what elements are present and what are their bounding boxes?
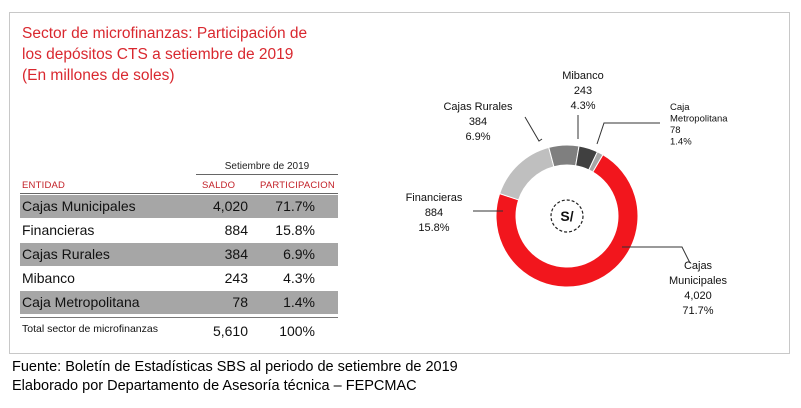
slice-label: 884 <box>425 207 443 219</box>
table-body: Cajas Municipales 4,020 71.7% Financiera… <box>20 195 338 342</box>
footer-credit: Elaborado por Departamento de Asesoría t… <box>12 378 417 394</box>
slice-label: Mibanco <box>562 70 604 82</box>
slice-label: 15.8% <box>418 222 449 234</box>
table-row: Caja Metropolitana 78 1.4% <box>20 291 338 315</box>
figure-frame: Sector de microfinanzas: Participación d… <box>9 12 790 354</box>
center-currency-circle <box>550 199 584 233</box>
header-entity: ENTIDAD <box>22 180 66 191</box>
cell-share: 4.3% <box>283 270 315 286</box>
donut-slice-0 <box>495 154 639 288</box>
header-balance: SALDO <box>202 180 236 191</box>
cell-balance: 4,020 <box>212 198 248 214</box>
donut-slice-1 <box>498 146 555 201</box>
title-line-2: los depósitos CTS a setiembre de 2019 <box>22 46 294 63</box>
center-currency-symbol: S/ <box>560 208 573 224</box>
slice-label: 243 <box>574 85 592 97</box>
leader-line <box>524 116 543 142</box>
leader-line <box>622 246 691 264</box>
table-period: Setiembre de 2019 <box>196 161 338 175</box>
table-row: Cajas Rurales 384 6.9% <box>20 243 338 267</box>
slice-label: 6.9% <box>465 131 490 143</box>
slice-label: 4.3% <box>570 100 595 112</box>
slice-label: 71.7% <box>682 305 713 317</box>
cell-entity: Total sector de microfinanzas <box>22 323 158 335</box>
cell-entity: Caja Metropolitana <box>22 294 140 310</box>
leader-line <box>596 122 660 145</box>
table-row: Mibanco 243 4.3% <box>20 267 338 291</box>
slice-label: Cajas <box>684 260 713 272</box>
chart-title: Sector de microfinanzas: Participación d… <box>22 23 342 86</box>
cell-balance: 384 <box>224 246 248 262</box>
cell-balance: 5,610 <box>212 323 248 339</box>
donut-slice-4 <box>588 151 604 173</box>
slice-label: 78 <box>670 125 681 136</box>
cell-share: 100% <box>279 323 315 339</box>
cell-balance: 884 <box>224 222 248 238</box>
slice-label: Municipales <box>669 275 728 287</box>
title-line-1: Sector de microfinanzas: Participación d… <box>22 25 308 42</box>
cell-entity: Cajas Municipales <box>22 198 136 214</box>
donut-slice-2 <box>548 144 580 168</box>
title-line-3: (En millones de soles) <box>22 67 175 84</box>
header-share: PARTICIPACION <box>260 180 335 191</box>
footer-source: Fuente: Boletín de Estadísticas SBS al p… <box>12 359 458 375</box>
cell-share: 1.4% <box>283 294 315 310</box>
table-header: ENTIDAD SALDO PARTICIPACION <box>20 179 338 194</box>
slice-label: Cajas Rurales <box>443 101 513 113</box>
cell-share: 71.7% <box>275 198 315 214</box>
table-total-row: Total sector de microfinanzas 5,610 100% <box>20 317 338 342</box>
slice-label: Caja <box>670 102 690 113</box>
cell-entity: Cajas Rurales <box>22 246 110 262</box>
slice-label: Financieras <box>406 192 463 204</box>
cell-entity: Financieras <box>22 222 95 238</box>
slice-label: 384 <box>469 116 487 128</box>
source-footer: Fuente: Boletín de Estadísticas SBS al p… <box>12 358 458 396</box>
cell-balance: 78 <box>232 294 248 310</box>
cell-entity: Mibanco <box>22 270 75 286</box>
donut-chart: S/Cajas Municipales 4,020 71.7% Financieras 8… <box>406 70 729 317</box>
table-row: Cajas Municipales 4,020 71.7% <box>20 195 338 219</box>
cell-share: 15.8% <box>275 222 315 238</box>
slice-label: 1.4% <box>670 137 692 148</box>
cell-share: 6.9% <box>283 246 315 262</box>
cell-balance: 243 <box>224 270 248 286</box>
slice-label: Metropolitana <box>670 114 728 125</box>
slice-label: 4,020 <box>684 290 712 302</box>
table-row: Financieras 884 15.8% <box>20 219 338 243</box>
